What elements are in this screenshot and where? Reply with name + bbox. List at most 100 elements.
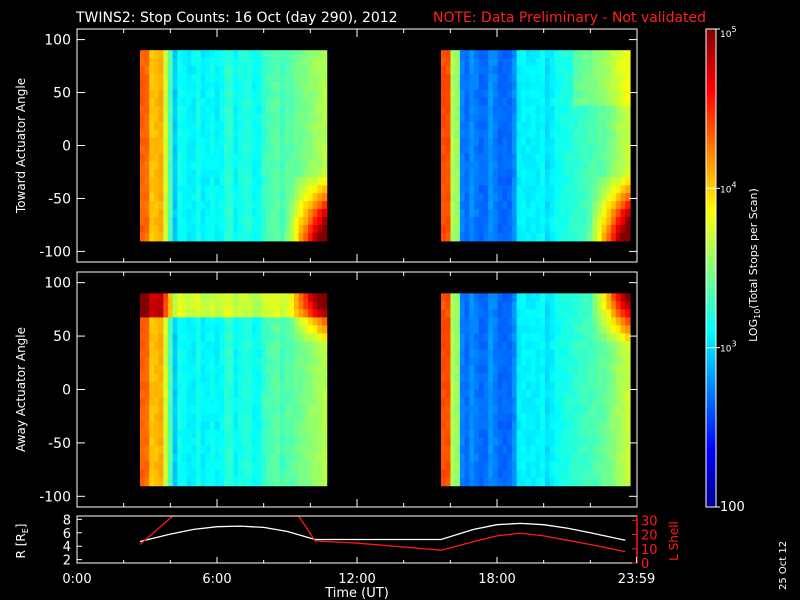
heatmap-cell [596,169,603,178]
heatmap-cell [172,461,178,471]
heatmap-cell [601,445,607,455]
heatmap-cell [312,365,318,375]
heatmap-cell [158,349,164,359]
heatmap-cell [568,301,574,310]
heatmap-cell [441,209,447,218]
heatmap-cell [455,373,461,383]
heatmap-cell [526,145,532,155]
heatmap-cell [228,113,234,123]
heatmap-cell [469,469,475,479]
heatmap-cell [182,469,188,479]
heatmap-cell [163,209,169,218]
heatmap-cell [535,50,541,59]
heatmap-cell [559,66,565,75]
heatmap-cell [219,129,225,139]
heatmap-cell [158,317,164,327]
heatmap-cell [573,185,579,194]
heatmap-cell [511,121,518,131]
heatmap-cell [535,81,541,91]
heatmap-cell [611,325,617,335]
heatmap-cell [573,153,579,162]
heatmap-cell [280,121,286,131]
heatmap-cell [266,317,272,327]
heatmap-cell [469,341,475,351]
heatmap-cell [228,461,234,471]
heatmap-cell [620,169,626,178]
heatmap-cell [615,201,622,210]
heatmap-cell [507,66,513,75]
heatmap-cell [163,169,169,178]
heatmap-cell [186,309,192,318]
heatmap-cell [516,373,522,383]
heatmap-cell [158,325,164,335]
heatmap-cell [563,421,570,431]
heatmap-cell [210,461,216,471]
heatmap-cell [219,113,225,123]
heatmap-cell [592,153,598,162]
heatmap-cell [492,365,499,375]
heatmap-cell [228,397,234,407]
heatmap-cell [177,429,183,439]
heatmap-cell [620,461,626,471]
heatmap-cell [450,293,456,302]
heatmap-cell [459,373,466,383]
heatmap-cell [455,293,461,302]
heatmap-cell [596,66,603,75]
heatmap-cell [530,373,537,383]
heatmap-cell [441,129,447,139]
heatmap-cell [256,309,262,318]
heatmap-cell [140,445,146,455]
heatmap-cell [559,74,565,83]
heatmap-cell [186,81,192,91]
heatmap-cell [266,224,272,234]
heatmap-cell [615,421,622,431]
heatmap-cell [530,333,537,343]
heatmap-cell [196,341,202,351]
heatmap-cell [149,301,155,310]
heatmap-cell [191,445,197,455]
heatmap-cell [530,185,537,194]
heatmap-cell [573,224,579,234]
heatmap-cell [140,437,146,447]
heatmap-cell [563,177,570,186]
heatmap-cell [492,301,499,310]
heatmap-cell [219,224,225,234]
heatmap-cell [615,193,622,202]
heatmap-cell [303,58,309,67]
heatmap-cell [270,397,276,407]
heatmap-cell [312,445,318,455]
heatmap-cell [154,224,160,234]
heatmap-cell [317,477,323,487]
heatmap-cell [459,97,466,107]
heatmap-cell [625,209,631,218]
heatmap-cell [526,437,532,447]
heatmap-cell [205,469,211,479]
heatmap-cell [191,129,197,139]
heatmap-cell [322,341,328,351]
heatmap-cell [554,201,560,210]
heatmap-cell [492,333,499,343]
heatmap-cell [275,105,281,115]
heatmap-cell [516,232,522,242]
heatmap-cell [177,224,183,234]
heatmap-cell [196,113,202,123]
heatmap-cell [312,193,318,202]
heatmap-cell [502,453,508,463]
heatmap-cell [573,325,579,335]
heatmap-cell [149,169,155,178]
heatmap-cell [144,469,150,479]
heatmap-cell [573,421,579,431]
heatmap-cell [280,389,286,399]
heatmap-cell [196,193,202,202]
heatmap-cell [140,169,146,178]
heatmap-cell [611,129,617,139]
heatmap-cell [205,161,211,170]
heatmap-cell [200,413,206,423]
heatmap-cell [450,461,456,471]
heatmap-cell [530,477,537,487]
heatmap-cell [601,357,607,367]
heatmap-cell [582,341,589,351]
heatmap-cell [242,349,248,359]
